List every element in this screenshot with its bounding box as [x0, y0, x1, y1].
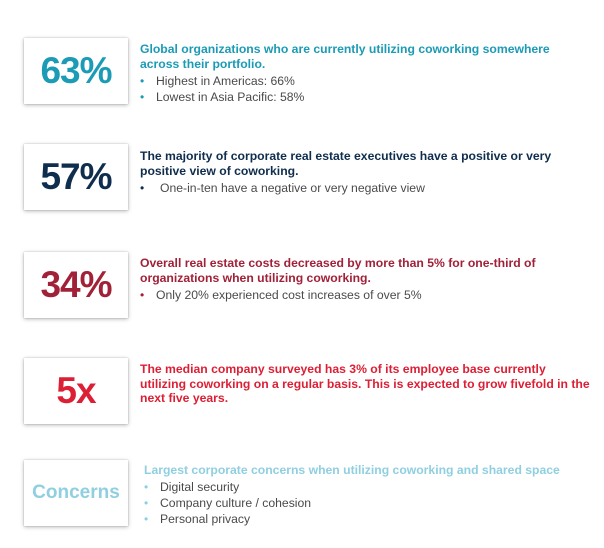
list-item: • Only 20% experienced cost increases of…: [140, 287, 590, 303]
stat-value-34: 34%: [24, 252, 128, 318]
bullet-text: One-in-ten have a negative or very negat…: [160, 181, 425, 195]
stat-value-concerns: Concerns: [24, 460, 128, 526]
list-item: • Company culture / cohesion: [144, 495, 594, 511]
bullet-text: Lowest in Asia Pacific: 58%: [156, 90, 305, 104]
bullet-icon: •: [144, 479, 149, 494]
bullet-icon: •: [144, 495, 149, 510]
stat-value-5x: 5x: [24, 358, 128, 424]
bullet-text: Digital security: [160, 479, 240, 494]
stat-text-block-1: Global organizations who are currently u…: [140, 42, 590, 105]
bullet-text: Company culture / cohesion: [160, 495, 312, 510]
bullet-text: Highest in Americas: 66%: [156, 74, 295, 88]
stat-value-57: 57%: [24, 144, 128, 210]
bullet-text: Only 20% experienced cost increases of o…: [156, 288, 422, 302]
bullet-icon: •: [140, 181, 145, 195]
bullet-text: Personal privacy: [160, 511, 251, 526]
stat-value-63: 63%: [24, 38, 128, 104]
stat-text-block-3: Overall real estate costs decreased by m…: [140, 256, 590, 303]
bullet-list: • One-in-ten have a negative or very neg…: [140, 180, 590, 196]
list-item: • Personal privacy: [144, 511, 594, 527]
list-item: • Lowest in Asia Pacific: 58%: [140, 89, 590, 105]
stat-headline: Overall real estate costs decreased by m…: [140, 256, 536, 285]
stat-text-block-2: The majority of corporate real estate ex…: [140, 149, 590, 196]
stat-headline: The majority of corporate real estate ex…: [140, 149, 552, 178]
stat-text-block-5: Largest corporate concerns when utilizin…: [144, 463, 594, 527]
bullet-icon: •: [140, 90, 145, 104]
stat-headline: Global organizations who are currently u…: [140, 42, 550, 71]
list-item: • Digital security: [144, 479, 594, 495]
stat-headline: The median company surveyed has 3% of it…: [140, 362, 590, 405]
bullet-icon: •: [140, 74, 145, 88]
list-item: • One-in-ten have a negative or very neg…: [140, 180, 590, 196]
list-item: • Highest in Americas: 66%: [140, 73, 590, 89]
bullet-icon: •: [144, 511, 149, 526]
bullet-icon: •: [140, 288, 145, 302]
stat-text-block-4: The median company surveyed has 3% of it…: [140, 362, 590, 406]
bullet-list: • Highest in Americas: 66% • Lowest in A…: [140, 73, 590, 105]
stat-headline: Largest corporate concerns when utilizin…: [144, 463, 560, 477]
bullet-list: • Digital security • Company culture / c…: [144, 479, 594, 527]
bullet-list: • Only 20% experienced cost increases of…: [140, 287, 590, 303]
